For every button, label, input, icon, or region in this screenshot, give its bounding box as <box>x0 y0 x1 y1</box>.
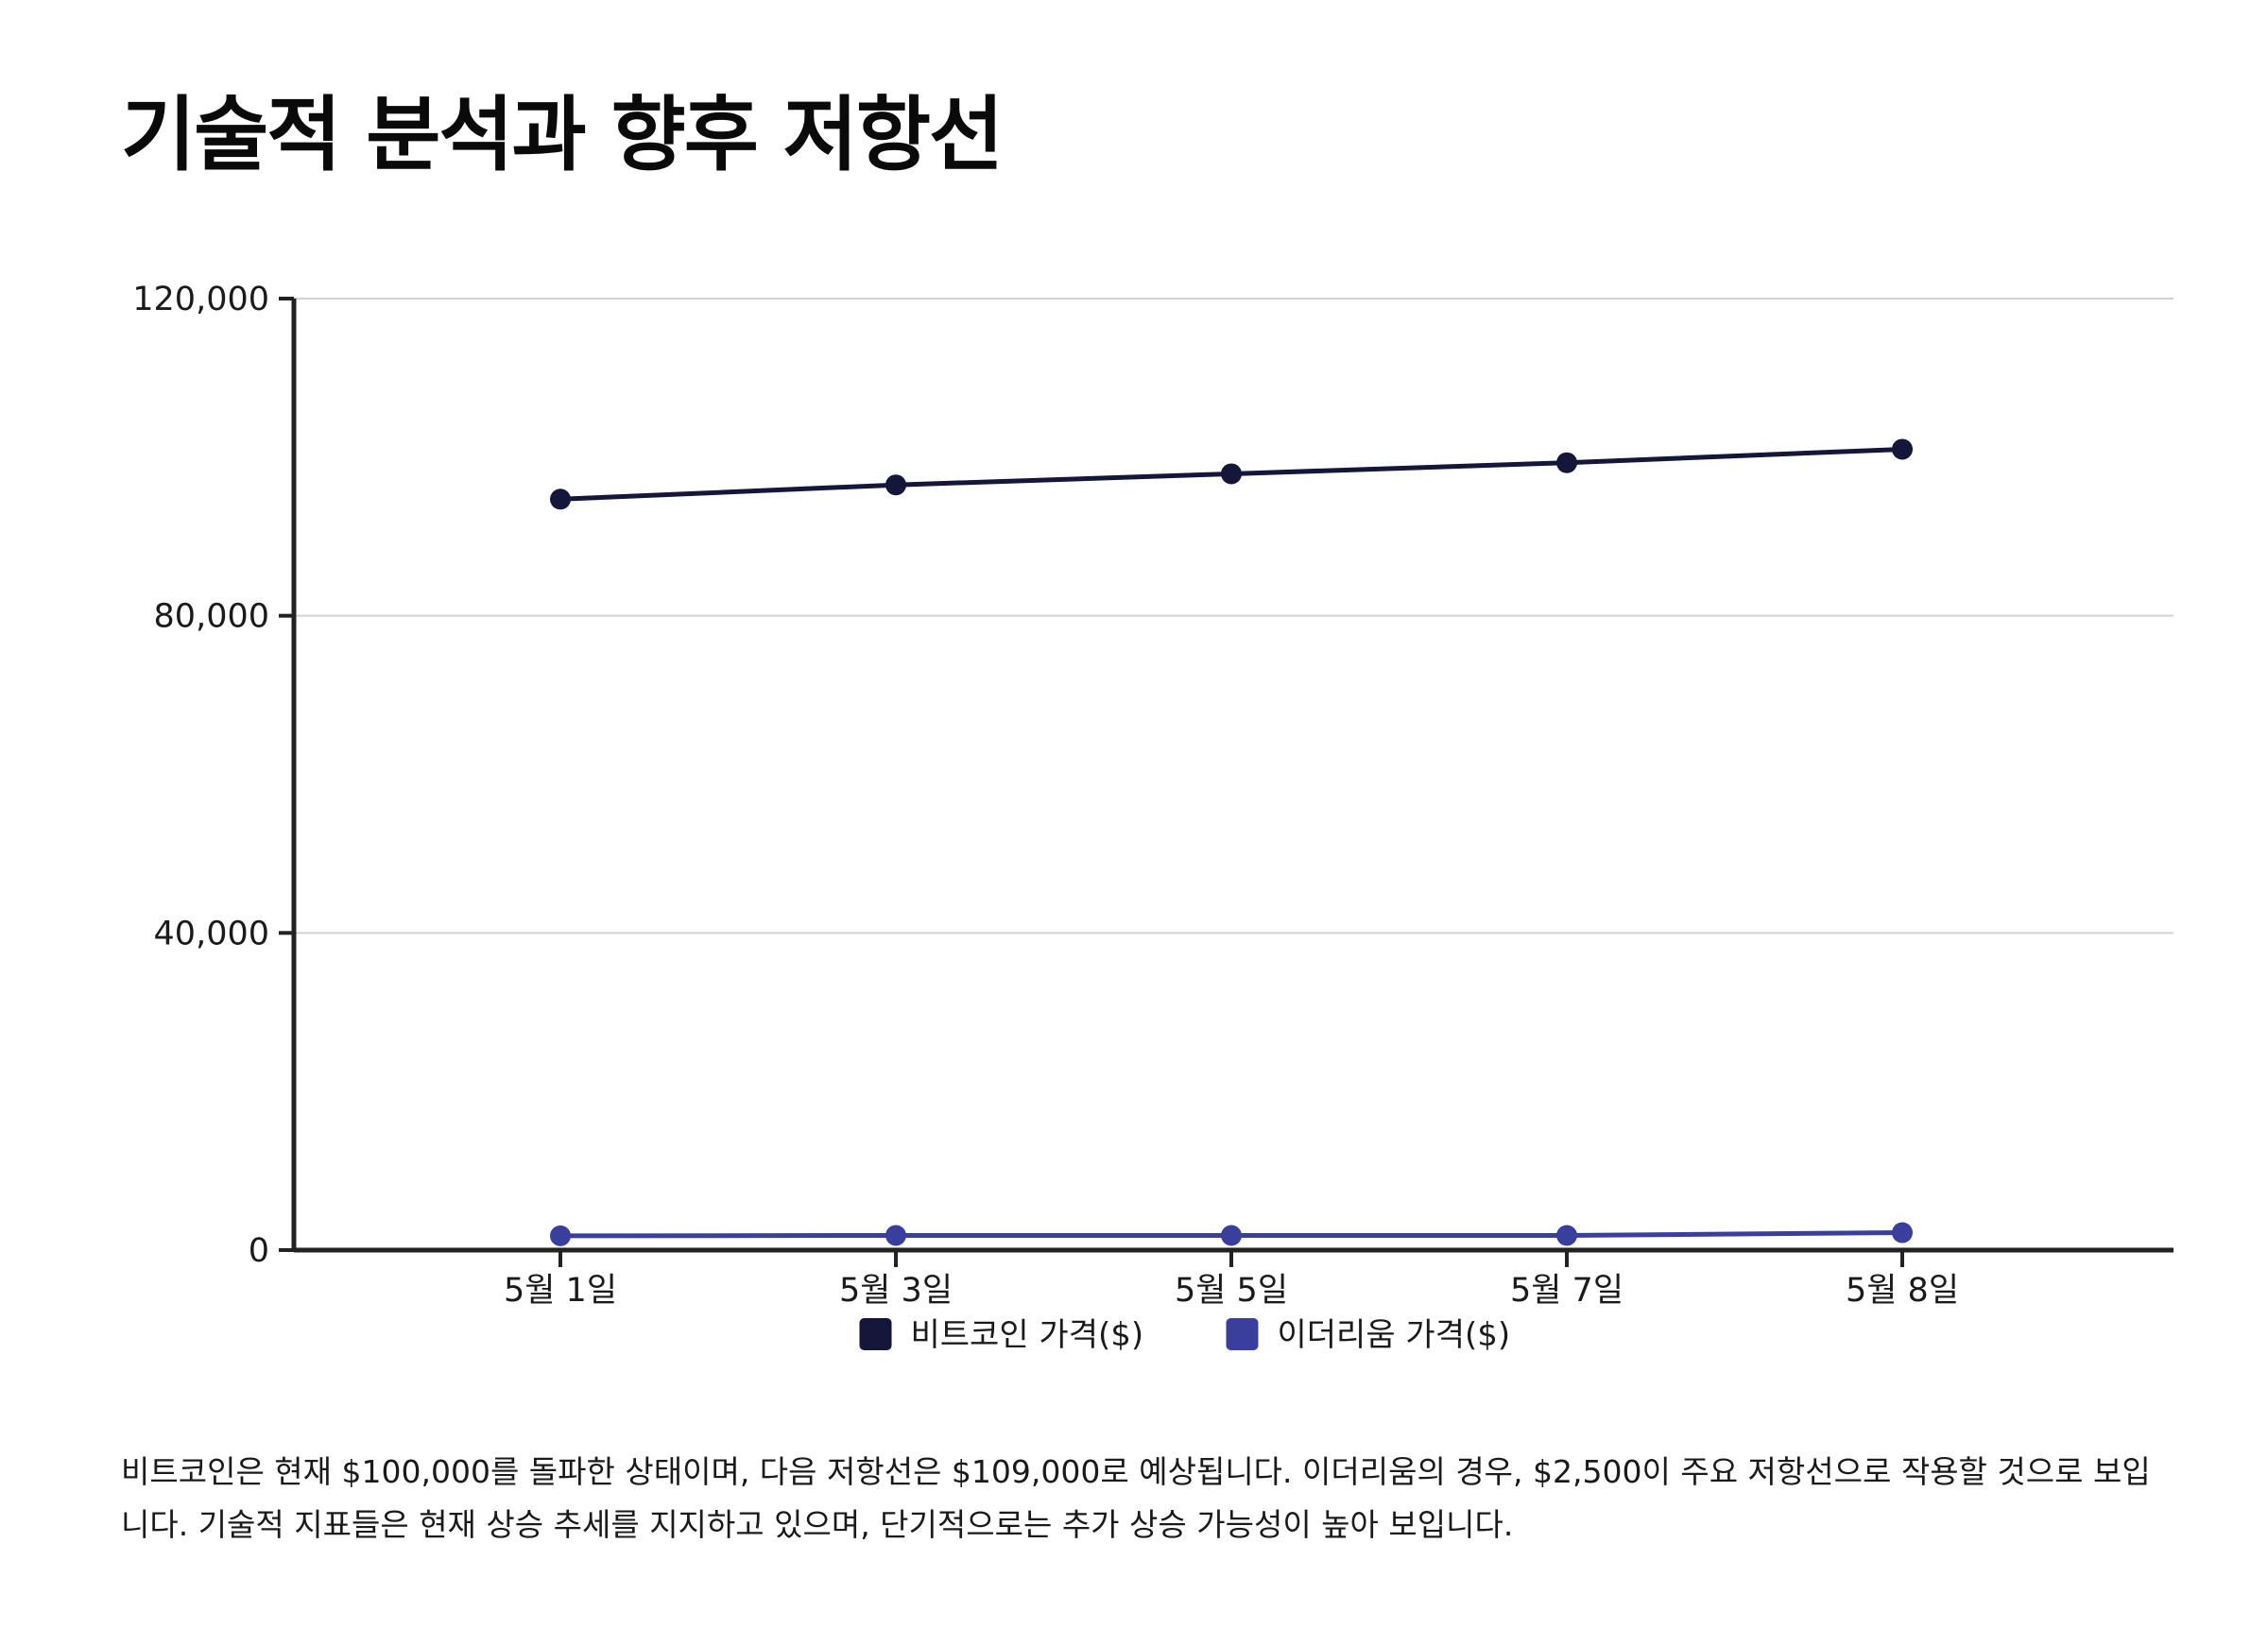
x-tick-label: 5월 8일 <box>1846 1272 1959 1310</box>
data-point <box>550 489 571 510</box>
x-tick-label: 5월 1일 <box>504 1272 617 1310</box>
data-point <box>885 1225 906 1246</box>
data-point <box>1556 452 1577 473</box>
x-tick-label: 5월 7일 <box>1510 1272 1624 1310</box>
analysis-description: 비트코인은 현재 $100,000를 돌파한 상태이며, 다음 저항선은 $10… <box>121 1453 2151 1543</box>
axes: 0 40,000 80,000 120,000 5월 1일 5월 3일 5월 5일 5월 7일… <box>132 281 2174 1310</box>
price-line-chart: 0 40,000 80,000 120,000 5월 1일 5월 3일 5월 5일 5월 7일… <box>132 281 2174 1354</box>
data-point <box>1892 438 1913 460</box>
x-tick-label: 5월 5일 <box>1175 1272 1288 1310</box>
data-point <box>1892 1222 1913 1243</box>
series-lines <box>550 438 1913 1246</box>
page-title: 기술적 분석과 향후 저항선 <box>121 88 1004 182</box>
data-point <box>885 474 906 496</box>
y-tick-label: 0 <box>249 1232 269 1270</box>
data-point <box>1221 463 1242 485</box>
data-point <box>1556 1225 1577 1246</box>
data-point <box>550 1225 571 1246</box>
gridlines <box>294 298 2174 934</box>
y-tick-label: 40,000 <box>154 915 269 952</box>
legend-label: 이더리움 가격($) <box>1278 1316 1511 1354</box>
data-point <box>1221 1225 1242 1246</box>
x-tick-label: 5월 3일 <box>839 1272 953 1310</box>
legend: 비트코인 가격($) 이더리움 가격($) <box>859 1316 1511 1354</box>
y-tick-label: 120,000 <box>132 281 269 318</box>
legend-swatch <box>859 1318 892 1350</box>
y-tick-label: 80,000 <box>154 598 269 636</box>
legend-swatch <box>1226 1318 1259 1350</box>
legend-label: 비트코인 가격($) <box>911 1316 1144 1354</box>
